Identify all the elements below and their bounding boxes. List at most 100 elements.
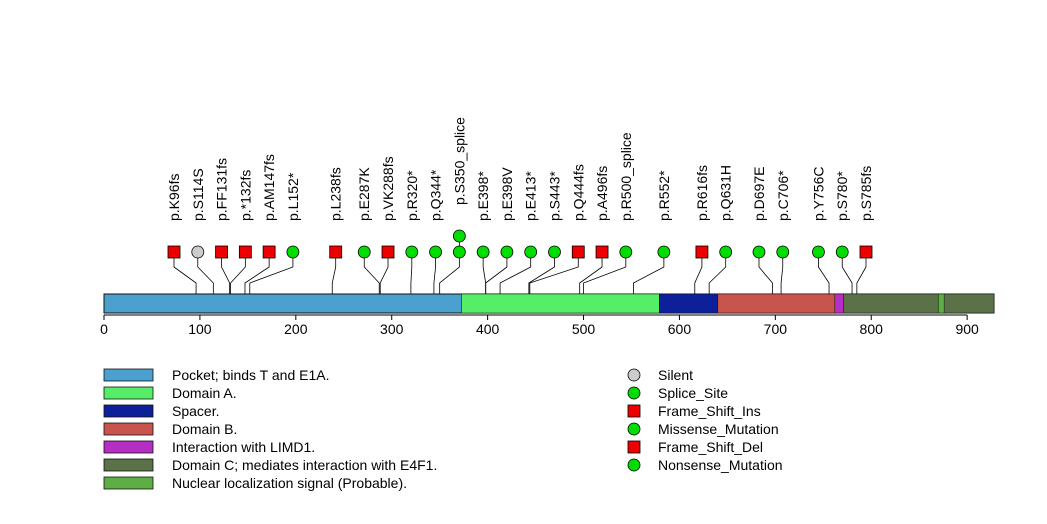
x-tick-label: 500: [572, 321, 596, 337]
mutation-marker-p-r320: [405, 245, 419, 259]
mutation-connector: [410, 252, 413, 294]
mutation-label-p-am147fs: p.AM147fs: [261, 154, 277, 221]
mutation-connector: [221, 252, 231, 294]
mutation-label-p-q631h: p.Q631H: [718, 165, 734, 221]
mutation-marker-p-s114s: [191, 245, 205, 259]
legend-marker-silent: [627, 368, 641, 382]
legend-label-frame-shift-del: Frame_Shift_Del: [658, 439, 763, 455]
mutation-label-p-r552: p.R552*: [656, 170, 672, 221]
domain-legend: Pocket; binds T and E1A. Domain A. Spacer.…: [103, 367, 437, 491]
mutation-label-p-vk288fs: p.VK288fs: [380, 156, 396, 221]
legend-marker-missense-mutation: [627, 422, 641, 436]
mutation-label-p-r616fs: p.R616fs: [694, 165, 710, 221]
mutation-label-p-a496fs: p.A496fs: [594, 166, 610, 221]
mutation-connector: [780, 252, 784, 294]
mutation-connector: [439, 236, 460, 294]
mutation-marker-p-e413: [524, 245, 538, 259]
mutation-label-p-r320: p.R320*: [404, 170, 420, 221]
mutation-marker-p-e398: [476, 245, 490, 259]
mutation-label-p-y756c: p.Y756C: [810, 167, 826, 221]
legend-label-pocket-binds-t-and-e1a: Pocket; binds T and E1A.: [172, 367, 329, 383]
mutation-marker-p-s780: [835, 245, 849, 259]
legend-label-splice-site: Splice_Site: [658, 385, 728, 401]
mutation-markers: [167, 229, 873, 259]
legend-swatch-interaction-with-limd1: [103, 440, 154, 454]
mutation-connector: [528, 252, 555, 294]
mutation-marker-p-q344: [429, 245, 442, 259]
domain-domain-c-mediates-interaction-with-e4f1: [843, 293, 995, 314]
mutation-connector: [841, 252, 853, 294]
mutation-connector: [244, 252, 270, 294]
mutation-connector: [485, 252, 508, 294]
mutation-connector: [856, 252, 867, 294]
mutation-marker-p-e398v: [500, 245, 514, 259]
mutation-connector: [758, 252, 773, 294]
mutation-label-p-e398v: p.E398V: [499, 167, 515, 221]
mutation-connector: [529, 252, 579, 294]
domain-nuclear-localization-signal-probable: [938, 293, 945, 314]
legend-swatch-domain-b: [103, 422, 154, 436]
x-tick-label: 600: [668, 321, 692, 337]
mutation-type-legend: Silent Splice_Site Frame_Shift_Ins Missense…: [627, 367, 783, 473]
mutation-label-p-e413: p.E413*: [523, 171, 539, 221]
domain-domain-b: [717, 293, 844, 314]
mutation-labels: p.K96fs p.S114S p.FF131fs p.*132fs p.AM147fs…: [166, 117, 874, 221]
mutation-label-p-k96fs: p.K96fs: [166, 174, 182, 221]
legend-marker-nonsense-mutation: [627, 458, 641, 472]
domain-interaction-with-limd1: [834, 293, 844, 314]
mutation-marker-p-s350-splice: [452, 229, 466, 243]
legend-swatch-domain-c-mediates-interaction-with-e4f1: [103, 458, 154, 472]
mutation-connector: [331, 252, 337, 294]
mutation-label-p-132fs: p.*132fs: [237, 170, 253, 221]
legend-marker-frame-shift-ins: [627, 404, 641, 418]
mutation-marker-p-q631h: [719, 245, 733, 259]
mutation-connector: [363, 252, 380, 294]
legend-label-nonsense-mutation: Nonsense_Mutation: [658, 457, 783, 473]
mutation-label-p-s785fs: p.S785fs: [858, 166, 874, 221]
x-tick-label: 300: [380, 321, 404, 337]
x-tick-label: 900: [955, 321, 979, 337]
x-tick-label: 0: [100, 321, 108, 337]
legend-label-domain-b: Domain B.: [172, 421, 237, 437]
legend-swatch-spacer: [103, 404, 154, 418]
domain-domain-a: [461, 293, 660, 314]
legend-label-nuclear-localization-signal-probable: Nuclear localization signal (Probable).: [172, 475, 407, 491]
mutation-marker-p-r552: [657, 245, 671, 259]
mutation-connectors: [173, 236, 867, 294]
legend-swatch-nuclear-localization-signal-probable: [103, 476, 154, 490]
mutation-label-p-s443: p.S443*: [546, 171, 562, 221]
mutation-marker-p-y756c: [812, 245, 825, 259]
domain-spacer: [659, 293, 719, 314]
mutation-marker-p-s350-splice: [452, 245, 466, 259]
mutation-connector: [173, 252, 197, 294]
mutation-marker-p-l152: [286, 245, 300, 259]
mutation-marker-p-s785fs: [859, 245, 873, 259]
mutation-label-p-s780: p.S780*: [834, 171, 850, 221]
mutation-marker-p-s443: [548, 245, 561, 259]
mutation-marker-p-r616fs: [695, 245, 709, 259]
x-tick-label: 200: [284, 321, 308, 337]
mutation-marker-p-k96fs: [167, 245, 181, 259]
legend-label-missense-mutation: Missense_Mutation: [658, 421, 779, 437]
x-tick-label: 100: [188, 321, 212, 337]
legend-label-spacer: Spacer.: [172, 403, 219, 419]
mutation-marker-p-a496fs: [595, 245, 609, 259]
mutation-label-p-d697e: p.D697E: [751, 167, 767, 221]
mutation-connector: [230, 252, 246, 294]
mutation-connector: [249, 252, 294, 294]
mutation-label-p-s350-splice: p.S350_splice: [451, 117, 467, 205]
mutation-marker-p-e287k: [357, 245, 371, 259]
legend-label-frame-shift-ins: Frame_Shift_Ins: [658, 403, 761, 419]
mutation-label-p-l152: p.L152*: [285, 172, 301, 221]
mutation-connector: [694, 252, 703, 294]
mutation-connector: [379, 252, 389, 294]
x-tick-label: 700: [764, 321, 788, 337]
mutation-marker-p-am147fs: [262, 245, 276, 259]
mutation-marker-p-vk288fs: [381, 245, 395, 259]
legend-label-domain-c-mediates-interaction-with-e4f1: Domain C; mediates interaction with E4F1…: [172, 457, 437, 473]
mutation-connector: [583, 252, 627, 294]
mutation-connector: [197, 252, 214, 294]
mutation-label-p-s114s: p.S114S: [190, 168, 206, 221]
mutation-marker-p-l238fs: [329, 245, 343, 259]
legend-swatch-domain-a: [103, 386, 154, 400]
